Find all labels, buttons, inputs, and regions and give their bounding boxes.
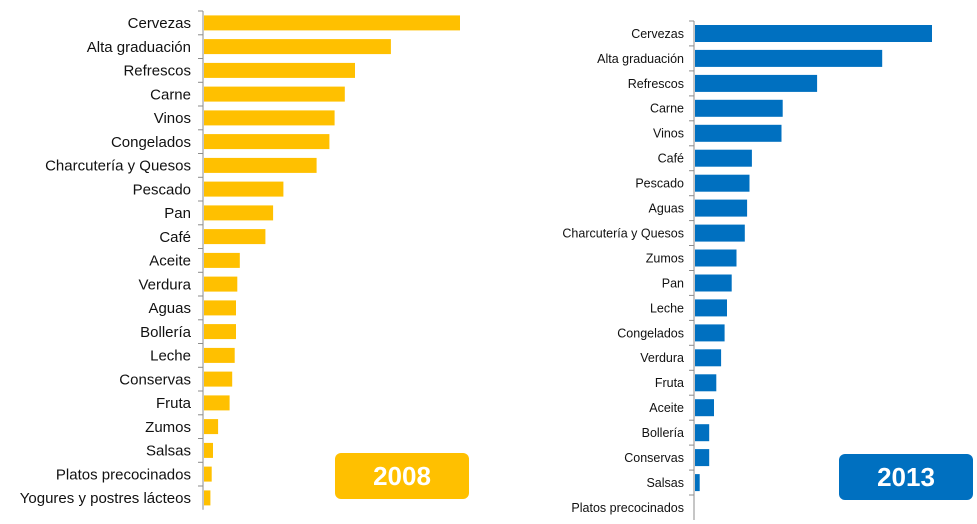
category-label: Conservas	[624, 451, 684, 465]
category-label: Alta graduación	[597, 52, 684, 66]
year-badge-2013: 2013	[839, 454, 973, 500]
bar-2013	[695, 49, 883, 67]
bar-2013	[695, 349, 722, 367]
bar-2008	[204, 300, 236, 316]
category-label: Zumos	[646, 251, 684, 265]
category-label: Fruta	[156, 395, 192, 412]
category-label: Café	[159, 229, 191, 246]
bar-2008	[204, 347, 235, 363]
year-badge-2008: 2008	[335, 453, 469, 499]
chart-2008: Cervezas Alta graduación Refrescos Carne Vin…	[20, 10, 460, 510]
category-label: Congelados	[617, 326, 684, 340]
bar-2013	[695, 74, 818, 92]
bar-2008	[204, 205, 274, 221]
bar-2008	[204, 276, 238, 292]
category-label: Pan	[164, 205, 191, 222]
bar-2013	[695, 474, 700, 492]
bar-2013	[695, 324, 725, 342]
category-label: Pan	[662, 276, 684, 290]
category-label: Carne	[650, 102, 684, 116]
category-label: Carne	[150, 86, 191, 103]
category-label: Aguas	[649, 202, 684, 216]
bar-2008	[204, 15, 460, 31]
category-label: Refrescos	[123, 63, 191, 80]
category-label: Yogures y postres lácteos	[20, 490, 191, 507]
bar-2013	[695, 224, 745, 242]
category-label: Aceite	[649, 401, 684, 415]
bar-2008	[204, 39, 391, 55]
bar-2008	[204, 395, 230, 411]
category-label: Salsas	[646, 476, 684, 490]
category-label: Refrescos	[628, 77, 684, 91]
bar-2008	[204, 324, 236, 340]
bar-2013	[695, 449, 710, 467]
bar-2008	[204, 229, 266, 245]
bar-2008	[204, 371, 233, 387]
category-label: Charcutería y Quesos	[562, 226, 684, 240]
bar-2008	[204, 419, 219, 435]
category-label: Verdura	[138, 276, 191, 293]
bar-2008	[204, 62, 355, 78]
category-label: Leche	[650, 301, 684, 315]
category-label: Aguas	[148, 300, 191, 317]
bar-2013	[695, 274, 732, 292]
category-label: Verdura	[640, 351, 684, 365]
bar-2013	[695, 249, 737, 267]
category-label: Cervezas	[631, 27, 684, 41]
category-label: Platos precocinados	[571, 501, 684, 515]
category-label: Aceite	[149, 253, 191, 270]
category-label: Cervezas	[128, 15, 191, 32]
category-label: Café	[658, 152, 684, 166]
bar-2008	[204, 466, 212, 482]
bar-2008	[204, 490, 211, 506]
category-label: Vinos	[653, 127, 684, 141]
bar-2008	[204, 252, 240, 268]
bar-2013	[695, 374, 717, 392]
bar-2013	[695, 399, 714, 417]
category-label: Congelados	[111, 134, 191, 151]
category-label: Alta graduación	[87, 39, 191, 56]
category-label: Conservas	[119, 371, 191, 388]
category-label: Vinos	[154, 110, 191, 127]
category-label: Leche	[150, 348, 191, 365]
category-label: Platos precocinados	[56, 466, 191, 483]
category-label: Pescado	[635, 177, 684, 191]
bar-2008	[204, 86, 345, 102]
bar-2013	[695, 199, 748, 217]
category-label: Salsas	[146, 443, 191, 460]
bar-2008	[204, 134, 330, 150]
bar-2008	[204, 110, 335, 126]
category-label: Bollería	[642, 426, 684, 440]
bar-2013	[695, 25, 932, 42]
bar-2008	[204, 157, 317, 173]
bar-2013	[695, 174, 750, 192]
bar-2013	[695, 299, 727, 317]
category-label: Fruta	[655, 376, 684, 390]
bar-2013	[695, 99, 783, 117]
category-label: Pescado	[133, 181, 191, 198]
bar-2008	[204, 181, 284, 197]
bar-2013	[695, 149, 752, 167]
bar-2008	[204, 442, 213, 458]
bar-2013	[695, 124, 782, 142]
category-label: Bollería	[140, 324, 192, 341]
bar-2013	[695, 424, 710, 442]
category-label: Charcutería y Quesos	[45, 158, 191, 175]
category-label: Zumos	[145, 419, 191, 436]
